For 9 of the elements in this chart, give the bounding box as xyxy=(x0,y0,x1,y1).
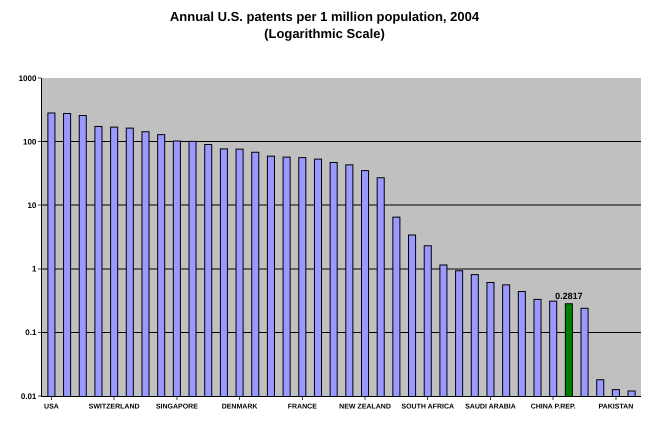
y-tick-label: 0.1 xyxy=(25,328,37,338)
y-tick-label: 100 xyxy=(23,137,37,146)
y-tick-label: 0.01 xyxy=(20,392,37,401)
y-tick-label: 10 xyxy=(27,201,37,210)
y-tick-label: 1000 xyxy=(18,74,37,83)
chart-subtitle: (Logarithmic Scale) xyxy=(264,26,385,41)
data-label: 0.2817 xyxy=(555,290,583,301)
y-tick-label: 1 xyxy=(32,264,37,274)
chart-title: Annual U.S. patents per 1 million population, 2004 xyxy=(170,9,480,24)
